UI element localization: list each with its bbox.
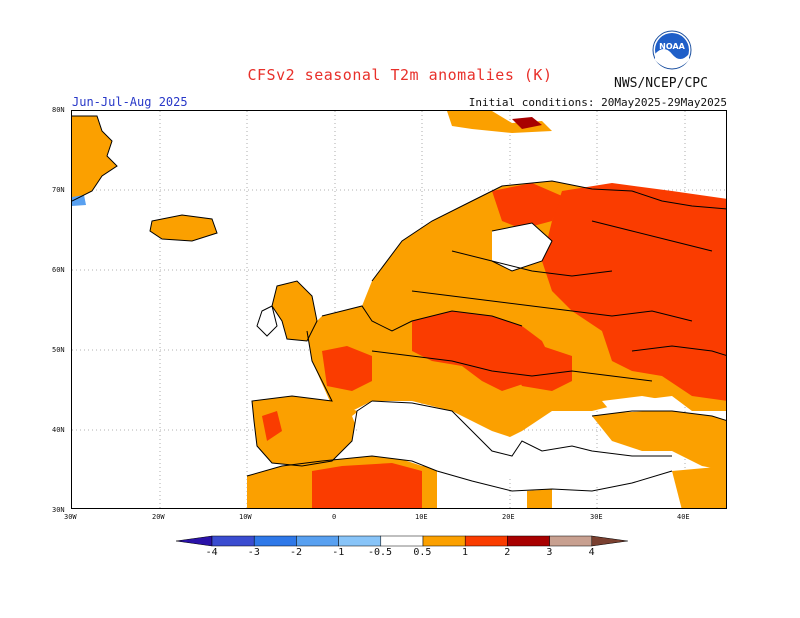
lon-label-20w: 20W xyxy=(152,513,165,521)
legend-swatch xyxy=(253,535,297,547)
legend-swatch xyxy=(507,535,550,547)
anomaly-darkred xyxy=(512,117,542,129)
legend-label: 3 xyxy=(546,547,553,558)
legend-label: -1 xyxy=(332,547,345,558)
lat-label-30n: 30N xyxy=(52,506,65,514)
lon-label-10w: 10W xyxy=(239,513,252,521)
lat-label-70n: 70N xyxy=(52,186,65,194)
logo-text: NOAA xyxy=(659,42,685,51)
season-label: Jun-Jul-Aug 2025 xyxy=(72,95,188,109)
anomaly-cold xyxy=(72,195,86,206)
legend-swatch xyxy=(211,535,255,547)
lat-label-50n: 50N xyxy=(52,346,65,354)
legend-label: 2 xyxy=(504,547,511,558)
color-legend xyxy=(175,535,628,547)
legend-swatch xyxy=(380,535,424,547)
legend-label: 4 xyxy=(588,547,595,558)
lat-label-60n: 60N xyxy=(52,266,65,274)
legend-arrow-left xyxy=(175,535,213,547)
initial-conditions-label: Initial conditions: 20May2025-29May2025 xyxy=(468,96,727,109)
lat-label-40n: 40N xyxy=(52,426,65,434)
anomaly-map xyxy=(71,110,727,509)
legend-swatch xyxy=(464,535,508,547)
legend-label: -2 xyxy=(290,547,303,558)
legend-label: -4 xyxy=(205,547,218,558)
legend-label: 1 xyxy=(462,547,469,558)
legend-label: -0.5 xyxy=(368,547,393,558)
lon-label-30e: 30E xyxy=(590,513,603,521)
agency-label: NWS/NCEP/CPC xyxy=(614,76,708,91)
legend-swatch xyxy=(338,535,382,547)
legend-label: -3 xyxy=(247,547,260,558)
legend-swatch xyxy=(296,535,339,547)
anomaly-red xyxy=(262,183,726,508)
lon-label-40e: 40E xyxy=(677,513,690,521)
chart-title: CFSv2 seasonal T2m anomalies (K) xyxy=(247,66,553,84)
lon-label-0: 0 xyxy=(332,513,337,521)
noaa-logo-icon: NOAA xyxy=(652,30,692,70)
map-coastlines xyxy=(72,115,726,492)
legend-swatch xyxy=(422,535,466,547)
legend-label: 0.5 xyxy=(413,547,432,558)
map-canvas xyxy=(72,111,726,508)
legend-arrow-right xyxy=(591,535,628,547)
anomaly-neutral xyxy=(352,223,672,486)
lon-label-30w: 30W xyxy=(64,513,77,521)
lat-label-80n: 80N xyxy=(52,106,65,114)
lon-label-20e: 20E xyxy=(502,513,515,521)
lon-label-10e: 10E xyxy=(415,513,428,521)
legend-swatch xyxy=(549,535,593,547)
